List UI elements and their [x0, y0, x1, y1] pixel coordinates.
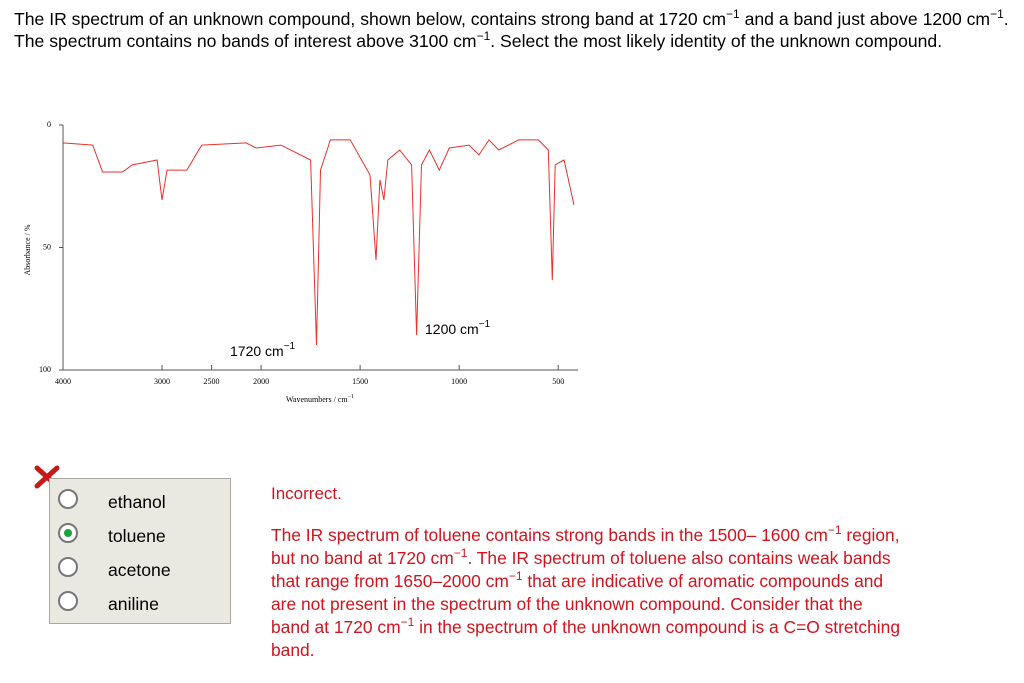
option-label[interactable]: toluene: [108, 526, 166, 546]
explanation-text: region, but no band at 1720 cm: [271, 525, 900, 568]
x-tick-label: 500: [552, 377, 564, 386]
option-label[interactable]: ethanol: [108, 492, 166, 512]
ir-spectrum-chart: Absorbance / % Wavenumbers / cm−1 1720 c…: [23, 120, 578, 404]
superscript: −1: [476, 29, 491, 43]
x-axis-label-text: Wavenumbers / cm: [286, 395, 348, 404]
question-text: . Select the most likely identity of the…: [490, 31, 943, 51]
x-tick-label: 3000: [154, 377, 170, 386]
superscript: −1: [348, 394, 354, 400]
radio-button[interactable]: [58, 557, 78, 577]
x-tick-label: 1000: [451, 377, 467, 386]
annotation: 1720 cm−1: [230, 341, 296, 359]
option[interactable]: aniline: [58, 591, 159, 615]
explanation-text: in the spectrum of the unknown compound …: [271, 617, 900, 660]
option[interactable]: acetone: [58, 557, 171, 581]
x-tick-label: 2500: [204, 377, 220, 386]
y-tick-label: 50: [43, 242, 51, 251]
superscript: −1: [479, 319, 491, 330]
annotation-text: 1200 cm: [425, 321, 479, 337]
spectrum-line: [62, 139, 575, 346]
radio-button[interactable]: [58, 489, 78, 509]
option-label[interactable]: aniline: [108, 594, 159, 614]
question-text: and a band just above 1200 cm: [739, 9, 991, 29]
x-tick-label: 4000: [55, 377, 71, 386]
x-tick-label: 2000: [253, 377, 269, 386]
option[interactable]: toluene: [58, 523, 166, 547]
explanation-text: The IR spectrum of toluene contains stro…: [271, 525, 828, 545]
superscript: −1: [453, 546, 468, 560]
feedback-status: Incorrect.: [271, 484, 342, 503]
superscript: −1: [726, 7, 740, 21]
question: The IR spectrum of an unknown compound, …: [14, 8, 1009, 52]
y-axis-label: Absorbance / %: [23, 224, 32, 275]
option[interactable]: ethanol: [58, 489, 166, 513]
y-tick-label: 0: [47, 120, 51, 129]
superscript: −1: [284, 341, 296, 352]
question-text: The IR spectrum of an unknown compound, …: [14, 9, 726, 29]
radio-button[interactable]: [58, 591, 78, 611]
annotation-text: 1720 cm: [230, 343, 284, 359]
annotation: 1200 cm−1: [425, 319, 491, 337]
y-tick-label: 100: [39, 365, 51, 374]
feedback-explanation: The IR spectrum of toluene contains stro…: [271, 524, 901, 662]
superscript: −1: [827, 523, 842, 537]
superscript: −1: [990, 7, 1004, 21]
explanation-text: . The IR spectrum of toluene also contai…: [271, 548, 891, 591]
explanation-text: that are indicative of aromatic compound…: [271, 571, 884, 637]
options-box: ethanol toluene acetone aniline: [49, 478, 231, 624]
superscript: −1: [400, 615, 415, 629]
question-text: . The spectrum contains no bands of inte…: [14, 9, 1009, 51]
x-tick-label: 1500: [352, 377, 368, 386]
option-label[interactable]: acetone: [108, 560, 171, 580]
x-axis-label: Wavenumbers / cm−1: [286, 394, 354, 403]
superscript: −1: [508, 569, 523, 583]
radio-button[interactable]: [58, 523, 78, 543]
